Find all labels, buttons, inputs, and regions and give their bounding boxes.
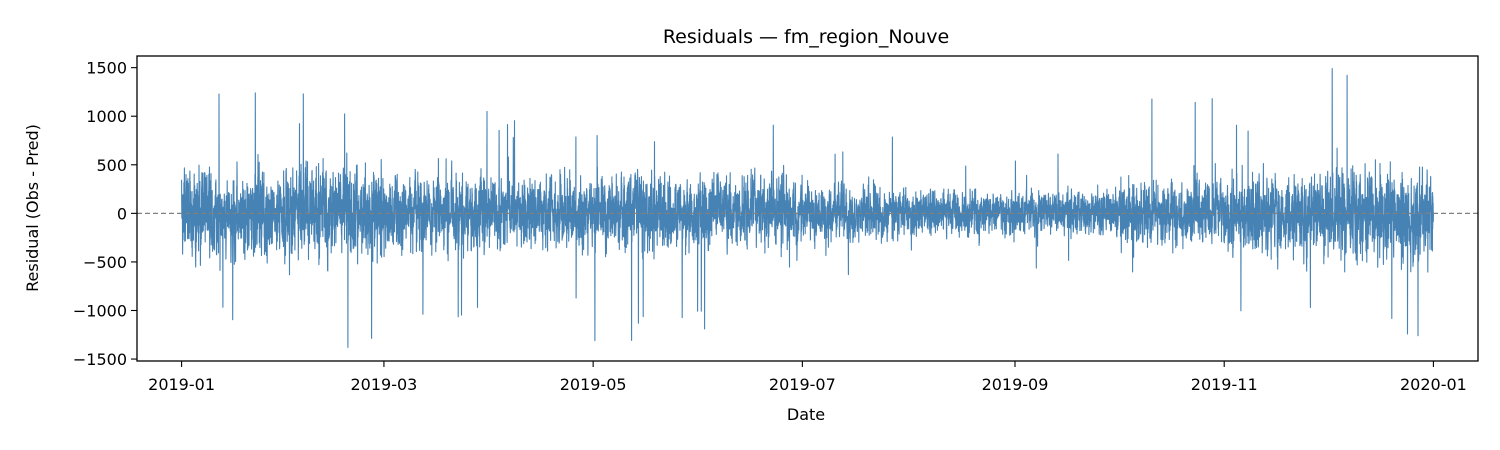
x-tick-label: 2020-01	[1400, 375, 1467, 394]
x-tick-label: 2019-09	[982, 375, 1049, 394]
plot-frame	[136, 55, 1479, 362]
y-axis-label: Residual (Obs - Pred)	[23, 124, 42, 292]
x-axis-label: Date	[787, 405, 825, 424]
y-tick-label: −1500	[73, 350, 127, 369]
plot-area	[137, 68, 1478, 348]
x-tick-label: 2019-01	[148, 375, 215, 394]
x-tick-label: 2019-07	[769, 375, 836, 394]
residual-series-line	[181, 68, 1434, 348]
x-tick-label: 2019-03	[351, 375, 418, 394]
y-tick-label: 1000	[86, 107, 127, 126]
chart-title: Residuals — fm_region_Nouve	[663, 26, 949, 48]
y-axis: 1500 1000 500 0 −500 −1000 −1500	[73, 59, 137, 369]
x-tick-label: 2019-11	[1191, 375, 1258, 394]
x-axis: 2019-01 2019-03 2019-05 2019-07 2019-09 2019-…	[148, 361, 1467, 394]
y-tick-label: 1500	[86, 59, 127, 78]
y-tick-label: −1000	[73, 301, 127, 320]
x-tick-label: 2019-05	[560, 375, 627, 394]
y-tick-label: −500	[83, 253, 127, 272]
y-tick-label: 0	[117, 204, 127, 223]
y-tick-label: 500	[96, 156, 127, 175]
